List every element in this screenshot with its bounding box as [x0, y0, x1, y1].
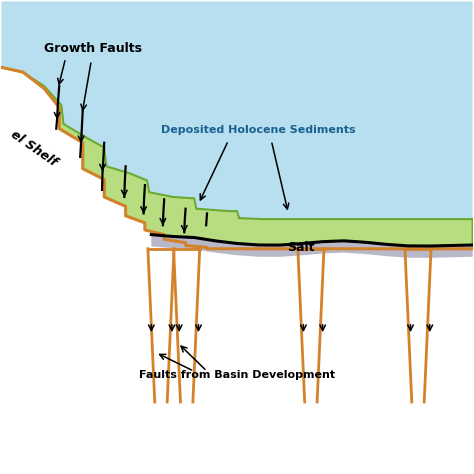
Polygon shape	[1, 1, 473, 219]
Text: el Shelf: el Shelf	[8, 128, 59, 169]
Text: Growth Faults: Growth Faults	[44, 42, 142, 55]
Polygon shape	[1, 67, 473, 249]
Polygon shape	[151, 235, 473, 258]
Text: Faults from Basin Development: Faults from Basin Development	[139, 370, 335, 380]
Text: Deposited Holocene Sediments: Deposited Holocene Sediments	[161, 125, 356, 136]
Polygon shape	[1, 67, 473, 473]
Text: Salt: Salt	[288, 241, 315, 254]
